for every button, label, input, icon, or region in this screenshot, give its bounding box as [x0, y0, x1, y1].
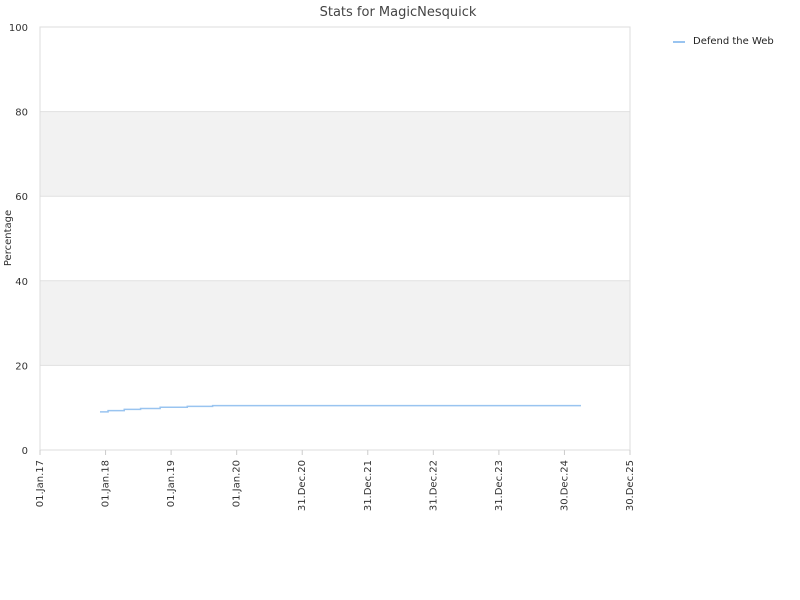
- x-tick-label: 01.Jan.17: [35, 460, 46, 507]
- x-axis-ticks: 01.Jan.17 01.Jan.18 01.Jan.19 01.Jan.20 31.D…: [35, 450, 636, 511]
- y-tick-label: 20: [15, 361, 28, 372]
- x-tick-label: 31.Dec.22: [428, 460, 439, 511]
- plot-band: [40, 280, 630, 366]
- plot-bands: [40, 111, 630, 366]
- grid-lines: [40, 26, 630, 451]
- y-tick-label: 0: [22, 446, 28, 457]
- x-tick-label: 30.Dec.25: [625, 460, 636, 511]
- y-axis-ticks: 0 20 40 60 80 100: [9, 23, 28, 457]
- y-tick-label: 40: [15, 277, 28, 288]
- x-tick-label: 31.Dec.23: [494, 460, 505, 511]
- chart-title: Stats for MagicNesquick: [320, 5, 477, 20]
- x-tick-label: 01.Jan.19: [166, 460, 177, 507]
- series-line-defend-the-web: [99, 404, 581, 413]
- x-tick-label: 01.Jan.18: [101, 460, 112, 507]
- plot-area-border: [39, 26, 631, 451]
- legend: Defend the Web: [673, 36, 774, 47]
- x-tick-label: 30.Dec.24: [559, 460, 570, 511]
- x-tick-label: 31.Dec.20: [297, 460, 308, 511]
- y-tick-label: 60: [15, 192, 28, 203]
- x-tick-label: 31.Dec.21: [363, 460, 374, 511]
- legend-label-defend-the-web: Defend the Web: [693, 36, 774, 47]
- series-group: [99, 404, 581, 413]
- y-tick-label: 100: [9, 23, 28, 34]
- x-tick-label: 01.Jan.20: [232, 460, 243, 507]
- y-axis-label: Percentage: [3, 210, 14, 266]
- plot-band: [40, 111, 630, 197]
- y-tick-label: 80: [15, 108, 28, 119]
